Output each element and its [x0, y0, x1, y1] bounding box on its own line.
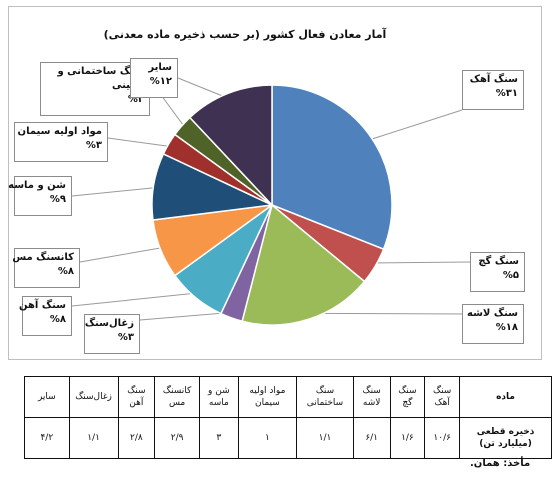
header-text-1: سنگ — [433, 386, 452, 396]
header-text-2: آهن — [129, 398, 144, 408]
chart-title: آمار معادن فعال کشور (بر حسب ذخیره ماده … — [103, 28, 387, 41]
callout-cement-value: %۳ — [85, 140, 102, 151]
callout-building-stone-label-1: سنگ ساختمانی و — [57, 66, 144, 77]
header-text-1: مواد اولیه — [249, 386, 286, 396]
callout-rubble: سنگ لاشه %۱۸ — [462, 304, 524, 344]
callout-coal-label: زغال‌سنگ — [84, 318, 134, 329]
leader-line — [139, 311, 234, 321]
table-value-cell: ۲/۹ — [154, 417, 200, 459]
header-text-1: سنگ — [127, 386, 146, 396]
table-values-row: ذخیره قطعی (میلیارد تن) ۱۰/۶ ۱/۶ ۶/۱ ۱/۱ … — [24, 417, 552, 459]
header-text-1: شن و — [208, 386, 230, 396]
header-text-1: کانسنگ — [162, 386, 192, 396]
table-value-cell: ۶/۱ — [352, 417, 391, 459]
callout-iron-value: %۸ — [49, 314, 66, 325]
table-header-cell: سنگ لاشه — [352, 376, 391, 418]
leader-line — [366, 109, 463, 142]
leader-line — [79, 246, 167, 263]
table-header-cell: کانسنگ مس — [154, 376, 200, 418]
header-text-2: ماسه — [208, 398, 229, 408]
pie-slice — [188, 84, 273, 207]
table-header-cell: سنگ ساختمانی — [296, 376, 354, 418]
callout-sand: شن و ماسه %۹ — [8, 176, 72, 216]
table-row-label: ذخیره قطعی (میلیارد تن) — [459, 417, 552, 459]
table-value-cell: ۱/۶ — [389, 417, 426, 459]
table-header-row: ماده سنگ آهک سنگ گچ سنگ لاشه سنگ ساختمانی مو… — [24, 376, 552, 418]
callout-other-value: %۱۲ — [149, 76, 172, 87]
header-text-1: سنگ — [362, 386, 381, 396]
callout-cement: مواد اولیه سیمان %۳ — [14, 122, 108, 162]
header-text-1: سنگ — [398, 386, 417, 396]
pie-chart — [71, 77, 471, 326]
table-value-cell: ۱/۱ — [68, 417, 119, 459]
row-label-2: (میلیارد تن) — [479, 439, 532, 449]
leader-line — [307, 312, 469, 315]
callout-sand-value: %۹ — [49, 194, 66, 205]
header-text-2: مس — [168, 398, 186, 408]
callout-other-label: سایر — [148, 62, 172, 73]
table-header-cell: مواد اولیه سیمان — [237, 376, 298, 418]
header-text-2: لاشه — [362, 398, 381, 408]
callout-limestone-label: سنگ آهک — [469, 74, 518, 85]
leader-line — [71, 292, 200, 307]
callout-copper-label: کانسنگ مس — [12, 252, 74, 263]
pie-slices — [151, 84, 393, 326]
table-value-cell: ۱/۱ — [296, 417, 354, 459]
reserves-table: ماده سنگ آهک سنگ گچ سنگ لاشه سنگ ساختمانی مو… — [24, 376, 552, 459]
leader-lines — [71, 77, 471, 321]
pie-slice — [241, 203, 366, 326]
leader-line — [370, 261, 471, 264]
table-value-cell: ۴/۲ — [24, 417, 70, 459]
header-text-1: سنگ — [315, 386, 335, 396]
source-note: مأخذ: همان. — [470, 458, 531, 469]
callout-sand-label: شن و ماسه — [8, 180, 66, 191]
callout-gypsum-value: %۵ — [502, 270, 519, 281]
header-text-1: زغال‌سنگ — [75, 392, 112, 402]
leader-line — [107, 137, 174, 148]
table-value-cell: ۱۰/۶ — [424, 417, 461, 459]
callout-copper: کانسنگ مس %۸ — [12, 248, 80, 288]
table-value-cell: ۱ — [237, 417, 298, 459]
header-text-2: گچ — [402, 398, 413, 408]
header-text-1: سایر — [37, 392, 56, 402]
callout-rubble-label: سنگ لاشه — [467, 308, 518, 319]
table-header-cell: سایر — [24, 376, 70, 418]
callout-iron-label: سنگ آهن — [19, 300, 66, 311]
callout-limestone-value: %۳۱ — [495, 88, 518, 99]
callout-cement-label: مواد اولیه سیمان — [17, 126, 102, 137]
callout-other: سایر %۱۲ — [130, 58, 178, 98]
table-header-cell: شن و ماسه — [198, 376, 239, 418]
callout-gypsum: سنگ گچ %۵ — [470, 252, 525, 292]
table-header-cell: سنگ گچ — [389, 376, 426, 418]
header-text-2: آهک — [434, 398, 450, 408]
callout-rubble-value: %۱۸ — [495, 322, 518, 333]
table-value-cell: ۲/۸ — [117, 417, 156, 459]
callout-building-stone-label-2: تزئینی — [111, 80, 144, 91]
pie-slice — [271, 84, 393, 251]
callout-coal: زغال‌سنگ %۳ — [84, 314, 140, 354]
callout-limestone: سنگ آهک %۳۱ — [462, 70, 524, 110]
table-value-cell: ۳ — [198, 417, 239, 459]
table-header-cell: سنگ آهن — [117, 376, 156, 418]
callout-gypsum-label: سنگ گچ — [478, 256, 519, 267]
table-header-cell: سنگ آهک — [424, 376, 461, 418]
callout-copper-value: %۸ — [57, 266, 74, 277]
callout-iron: سنگ آهن %۸ — [19, 296, 72, 336]
header-text-2: سیمان — [255, 398, 280, 408]
header-text-2: ساختمانی — [306, 398, 344, 408]
row-label-1: ذخیره قطعی — [476, 427, 535, 437]
callout-coal-value: %۳ — [117, 332, 134, 343]
table-header-label: ماده — [459, 376, 552, 418]
leader-line — [71, 186, 160, 197]
table-header-cell: زغال‌سنگ — [68, 376, 119, 418]
callout-building-stone-value: %۳ — [127, 94, 144, 105]
